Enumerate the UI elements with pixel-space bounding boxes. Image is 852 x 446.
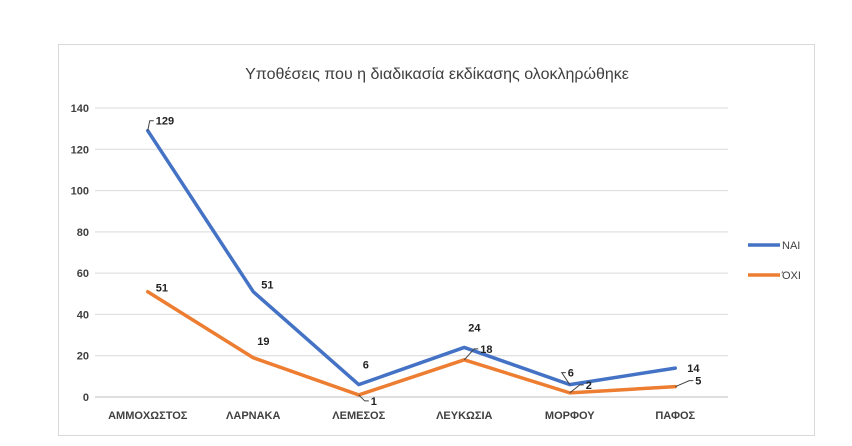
y-tick-label: 120 bbox=[71, 144, 89, 156]
gridlines bbox=[95, 107, 728, 398]
data-label: 51 bbox=[156, 283, 168, 295]
series-line-oxi bbox=[146, 289, 677, 397]
series-lines bbox=[146, 128, 677, 397]
legend: ΝΑΙ ΌΧΙ bbox=[748, 240, 801, 282]
leader-line bbox=[569, 384, 584, 394]
y-tick-label: 0 bbox=[83, 392, 89, 404]
x-tick-label: ΛΕΜΕΣΟΣ bbox=[332, 410, 385, 422]
y-tick-label: 20 bbox=[77, 351, 89, 363]
y-tick-label: 100 bbox=[71, 186, 89, 198]
data-label: 18 bbox=[480, 344, 492, 356]
data-labels: 129 51 6 24 6 14 51 19 1 18 2 5 bbox=[147, 116, 701, 408]
data-label: 2 bbox=[586, 380, 592, 392]
x-tick-label: ΠΑΦΟΣ bbox=[655, 410, 695, 422]
x-tick-label: ΜΟΡΦΟΥ bbox=[545, 410, 595, 422]
x-tick-label: ΛΕΥΚΩΣΙΑ bbox=[436, 410, 492, 422]
data-label: 19 bbox=[257, 336, 269, 348]
leader-line bbox=[147, 120, 154, 131]
y-tick-label: 60 bbox=[77, 268, 89, 280]
legend-label: ΌΧΙ bbox=[781, 270, 801, 282]
x-tick-label: ΛΑΡΝΑΚΑ bbox=[226, 410, 280, 422]
x-axis-ticks: ΑΜΜΟΧΩΣΤΟΣ ΛΑΡΝΑΚΑ ΛΕΜΕΣΟΣ ΛΕΥΚΩΣΙΑ ΜΟΡΦΟΥ ΠΑ… bbox=[108, 410, 695, 422]
data-label: 129 bbox=[156, 116, 174, 128]
leader-line bbox=[675, 380, 694, 388]
series-line-nai bbox=[146, 128, 677, 387]
y-tick-label: 140 bbox=[71, 103, 89, 115]
data-label: 6 bbox=[568, 368, 574, 380]
data-label: 5 bbox=[695, 376, 701, 388]
legend-label: ΝΑΙ bbox=[782, 240, 800, 252]
data-label: 24 bbox=[468, 322, 481, 334]
y-tick-label: 80 bbox=[77, 227, 89, 239]
leader-line bbox=[463, 348, 479, 361]
x-tick-label: ΑΜΜΟΧΩΣΤΟΣ bbox=[108, 410, 188, 422]
data-label: 1 bbox=[371, 396, 377, 408]
data-label: 14 bbox=[687, 363, 700, 375]
data-label: 51 bbox=[261, 280, 273, 292]
leader-line bbox=[560, 372, 571, 385]
y-tick-label: 40 bbox=[77, 309, 89, 321]
y-axis-ticks: 0 20 40 60 80 100 120 140 bbox=[71, 103, 89, 404]
chart-title: Υποθέσεις που η διαδικασία εκδίκασης ολο… bbox=[245, 66, 629, 83]
data-label: 6 bbox=[363, 360, 369, 372]
leader-line bbox=[358, 394, 369, 402]
